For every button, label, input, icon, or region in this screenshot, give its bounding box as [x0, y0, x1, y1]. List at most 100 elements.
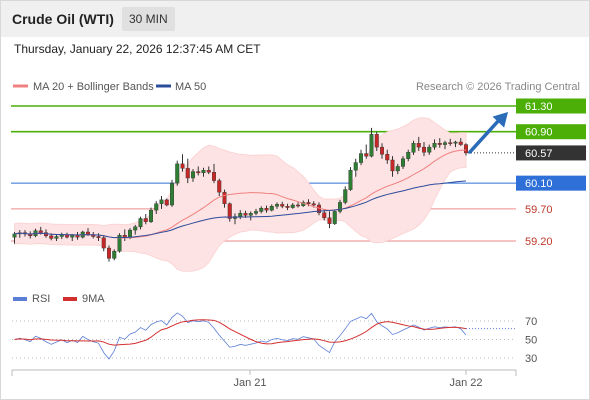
candle [248, 211, 253, 221]
candle-body [138, 218, 143, 228]
candle-body [49, 235, 54, 239]
candle-body [338, 202, 343, 212]
candle-body [259, 208, 264, 212]
level-tag-support_minor: 59.70 [525, 204, 553, 216]
timestamp: Thursday, January 22, 2026 12:37:45 AM C… [14, 42, 261, 56]
candle [211, 163, 216, 184]
legend-ma20-label: MA 20 + Bollinger Bands [33, 81, 154, 93]
candle [464, 143, 469, 156]
candle [217, 178, 222, 196]
candle-body [385, 154, 390, 161]
level-tag-last: 60.57 [525, 148, 553, 160]
candle-body [175, 163, 180, 184]
candle-body [353, 162, 358, 171]
candle-body [406, 152, 411, 159]
candle [390, 156, 395, 177]
candle-body [264, 208, 269, 211]
candle [269, 204, 274, 212]
legend: MA 20 + Bollinger Bands MA 50 [13, 81, 206, 93]
candle [275, 202, 280, 209]
candle-body [85, 231, 90, 235]
candle-body [206, 170, 211, 173]
candle-body [458, 141, 463, 145]
candle [117, 233, 122, 253]
candle-body [443, 142, 448, 145]
bollinger-bands [14, 117, 467, 272]
candle-body [343, 189, 348, 203]
candle-body [453, 141, 458, 144]
instrument-title: Crude Oil (WTI) [12, 11, 114, 27]
candle-body [427, 146, 432, 153]
candle-body [169, 182, 174, 206]
legend-9ma-swatch [63, 297, 77, 301]
candle [348, 167, 353, 191]
x-axis-ticks: Jan 21 Jan 22 [233, 370, 483, 389]
candle-body [222, 191, 227, 204]
rsi-9ma-line [14, 319, 467, 346]
candle [180, 154, 185, 172]
candle [453, 140, 458, 148]
candle-body [101, 237, 106, 249]
candle [190, 169, 195, 182]
candle [206, 166, 211, 175]
timeframe-badge[interactable]: 30 MIN [122, 7, 175, 31]
candle [154, 201, 159, 214]
candle [54, 234, 59, 241]
rsi-level-label: 30 [525, 353, 537, 365]
candle [133, 224, 138, 235]
candle [427, 144, 432, 155]
ma50-line [14, 180, 467, 239]
candle-body [227, 203, 232, 219]
candle [175, 160, 180, 186]
candle-body [416, 143, 421, 148]
candle [264, 205, 269, 213]
candle [395, 163, 400, 175]
candle-body [437, 143, 442, 145]
candle-body [75, 235, 80, 238]
arrow-head [492, 112, 508, 128]
candle [296, 202, 301, 208]
candle [327, 211, 332, 229]
candle [112, 249, 117, 261]
candle [369, 127, 374, 158]
candle-body [401, 158, 406, 167]
rsi-grid: 70 50 30 [12, 316, 537, 365]
header-bar: Crude Oil (WTI) 30 MIN [1, 1, 589, 37]
candle [164, 198, 169, 207]
candle-body [211, 172, 216, 181]
legend-ma50-swatch [156, 84, 171, 88]
level-tag-resistance: 60.90 [525, 127, 553, 139]
candle [332, 210, 337, 225]
legend-rsi-swatch [13, 297, 27, 301]
level-tag-support_main: 60.10 [525, 178, 553, 190]
candle-body [448, 142, 453, 144]
candle-body [117, 235, 122, 252]
candle [448, 138, 453, 146]
arrow-shaft [468, 117, 502, 154]
candle [253, 208, 258, 216]
legend-rsi-label: RSI [32, 293, 50, 305]
candle-body [285, 206, 290, 208]
candle-body [275, 204, 280, 207]
candle-body [217, 180, 222, 193]
candle-body [180, 163, 185, 169]
candle-body [380, 146, 385, 155]
rsi-level-label: 50 [525, 335, 537, 347]
candle [359, 149, 364, 166]
candle-body [364, 153, 369, 157]
candle-body [327, 217, 332, 224]
level-tag-resistance: 61.30 [525, 101, 553, 113]
candle [416, 136, 421, 151]
candle [353, 158, 358, 177]
candle-body [395, 166, 400, 172]
candle-body [269, 206, 274, 211]
candle-body [133, 226, 138, 231]
candle-body [322, 212, 327, 219]
candle-body [238, 213, 243, 217]
rsi-level-label: 70 [525, 316, 537, 328]
candle-body [154, 203, 159, 211]
candle-body [106, 247, 111, 259]
candle [259, 206, 264, 214]
